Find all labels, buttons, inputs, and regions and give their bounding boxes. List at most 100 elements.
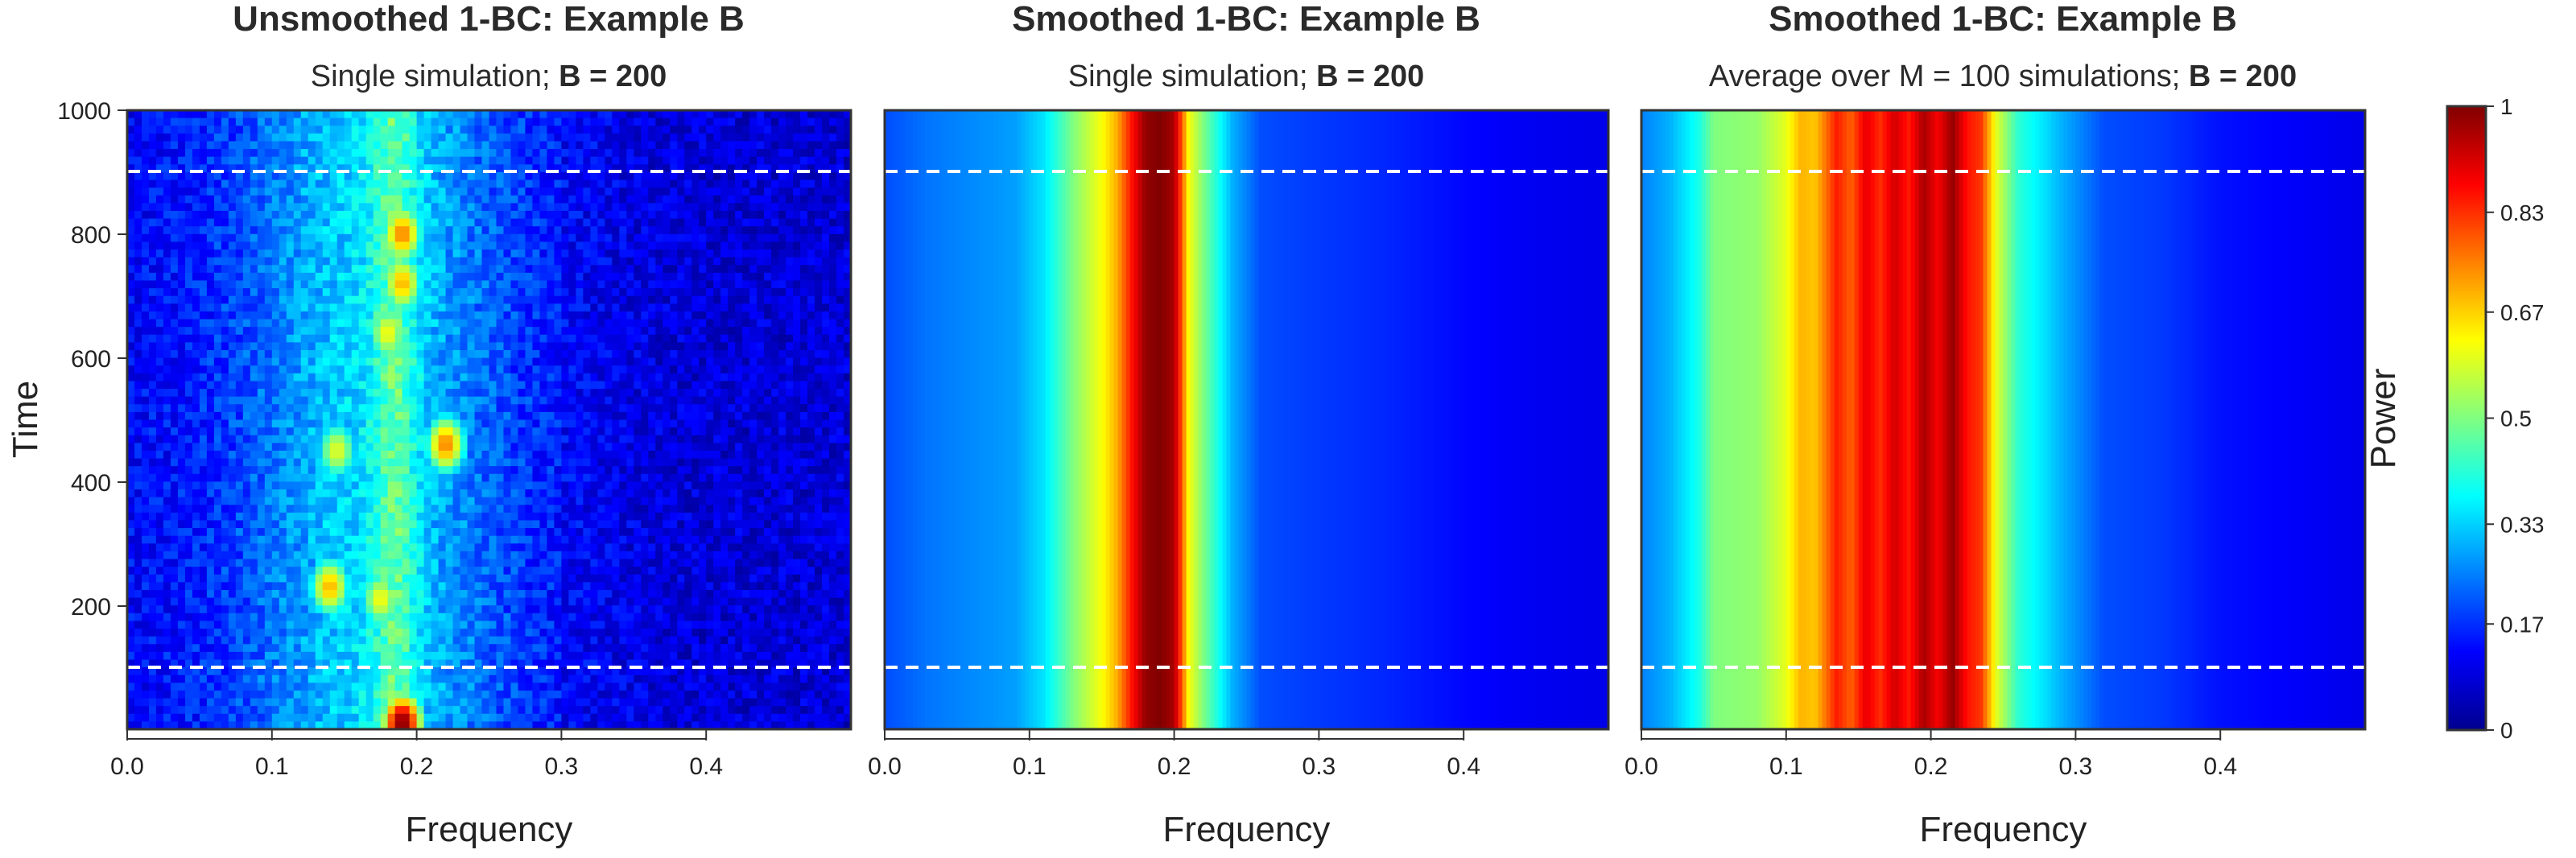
heatmap-cell — [720, 481, 729, 490]
heatmap-cell — [518, 110, 526, 119]
heatmap-cell — [423, 458, 432, 467]
heatmap-cell — [460, 233, 469, 243]
heatmap-cell — [844, 373, 852, 382]
heatmap-cell — [423, 295, 432, 304]
heatmap-cell — [807, 110, 815, 119]
heatmap-cell — [170, 110, 179, 119]
heatmap-cell — [481, 141, 490, 150]
heatmap-cell — [757, 241, 765, 250]
heatmap-cell — [539, 164, 548, 173]
heatmap-cell — [735, 195, 743, 204]
heatmap-cell — [199, 427, 208, 436]
heatmap-cell — [308, 171, 316, 181]
heatmap-cell — [293, 381, 302, 390]
heatmap-cell — [402, 179, 411, 188]
heatmap-cell — [626, 280, 634, 289]
heatmap-cell — [605, 118, 613, 126]
heatmap-cell — [358, 319, 367, 328]
heatmap-cell — [561, 389, 569, 398]
heatmap-cell — [192, 411, 200, 421]
heatmap-cell — [242, 156, 251, 165]
heatmap-cell — [626, 110, 634, 119]
heatmap-cell — [684, 188, 692, 196]
heatmap-cell — [308, 203, 316, 212]
heatmap-cell — [199, 319, 208, 328]
heatmap-cell — [358, 327, 367, 336]
heatmap-cell — [807, 188, 815, 196]
heatmap-cell — [807, 218, 815, 227]
heatmap-cell — [829, 250, 837, 258]
heatmap-cell — [409, 141, 418, 150]
heatmap-cell — [206, 118, 215, 126]
heatmap-cell — [829, 280, 837, 289]
heatmap-cell — [452, 435, 461, 443]
heatmap-cell — [250, 342, 258, 351]
heatmap-cell — [279, 303, 287, 312]
heatmap-cell — [445, 110, 454, 119]
heatmap-cell — [271, 156, 280, 165]
heatmap-cell — [452, 450, 461, 460]
heatmap-cell — [467, 210, 476, 220]
heatmap-cell — [561, 233, 569, 243]
heatmap-cell — [279, 272, 287, 282]
heatmap-cell — [373, 210, 382, 220]
heatmap-cell — [264, 156, 273, 165]
heatmap-cell — [481, 188, 490, 196]
heatmap-cell — [228, 311, 237, 320]
heatmap-cell — [423, 404, 432, 413]
heatmap-cell — [496, 195, 505, 204]
heatmap-cell — [206, 164, 215, 173]
heatmap-cell — [525, 210, 534, 220]
heatmap-cell — [250, 319, 258, 328]
heatmap-cell — [547, 466, 555, 475]
heatmap-cell — [365, 179, 374, 188]
heatmap-cell — [576, 126, 584, 134]
heatmap-cell — [822, 373, 830, 382]
heatmap-cell — [127, 218, 135, 227]
heatmap-cell — [213, 171, 222, 181]
heatmap-cell — [308, 466, 316, 475]
heatmap-cell — [749, 319, 758, 328]
heatmap-cell — [155, 110, 164, 119]
heatmap-cell — [286, 404, 295, 413]
heatmap-cell — [264, 450, 273, 460]
heatmap-cell — [605, 226, 613, 235]
heatmap-cell — [648, 443, 656, 452]
heatmap-cell — [177, 226, 186, 235]
heatmap-cell — [235, 450, 244, 460]
heatmap-cell — [293, 443, 302, 452]
heatmap-cell — [771, 419, 779, 428]
heatmap-cell — [836, 156, 844, 165]
heatmap-cell — [735, 381, 743, 390]
heatmap-cell — [532, 280, 541, 289]
heatmap-cell — [387, 381, 396, 390]
heatmap-cell — [547, 241, 555, 250]
heatmap-cell — [402, 419, 411, 428]
heatmap-cell — [655, 171, 663, 181]
heatmap-cell — [315, 210, 324, 220]
heatmap-cell — [641, 156, 649, 165]
heatmap-cell — [380, 311, 389, 320]
heatmap-cell — [518, 295, 526, 304]
heatmap-cell — [387, 226, 396, 235]
heatmap-cell — [409, 489, 418, 498]
heatmap-cell — [576, 164, 584, 173]
heatmap-cell — [380, 389, 389, 398]
heatmap-cell — [568, 179, 576, 188]
heatmap-cell — [525, 272, 534, 282]
heatmap-cell — [380, 272, 389, 282]
heatmap-cell — [568, 250, 576, 258]
heatmap-cell — [177, 396, 186, 405]
heatmap-cell — [394, 319, 403, 328]
heatmap-cell — [380, 427, 389, 436]
heatmap-cell — [771, 373, 779, 382]
heatmap-cell — [460, 489, 469, 498]
heatmap-cell — [228, 373, 237, 382]
heatmap-cell — [829, 164, 837, 173]
heatmap-cell — [423, 126, 432, 134]
heatmap-cell — [431, 110, 440, 119]
heatmap-cell — [445, 149, 454, 158]
heatmap-cell — [315, 349, 324, 359]
heatmap-cell — [452, 303, 461, 312]
heatmap-cell — [394, 411, 403, 421]
